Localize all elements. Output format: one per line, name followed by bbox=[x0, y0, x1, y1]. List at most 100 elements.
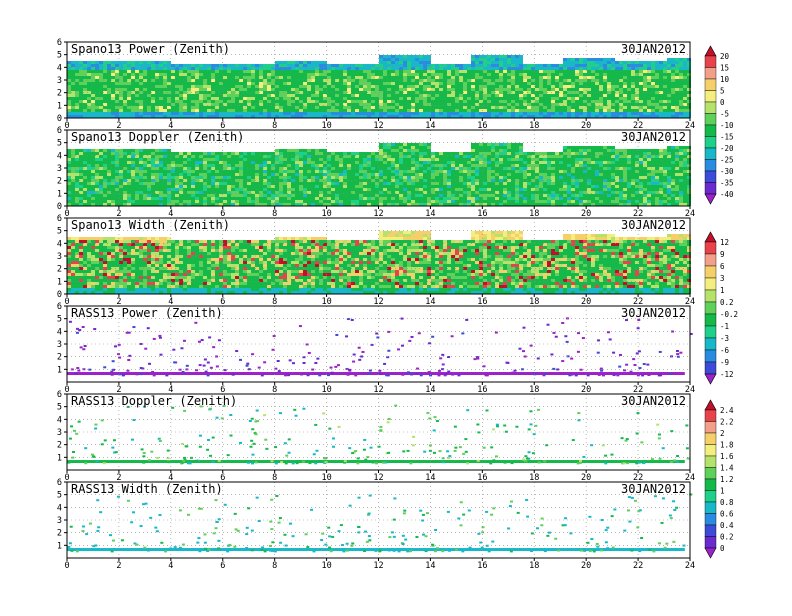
data-cell bbox=[411, 70, 415, 73]
data-cell bbox=[307, 109, 311, 112]
data-cell bbox=[683, 70, 687, 73]
data-cell bbox=[443, 158, 447, 161]
data-cell bbox=[295, 88, 299, 91]
data-cell bbox=[263, 85, 267, 88]
data-cell bbox=[499, 85, 503, 88]
data-cell bbox=[407, 185, 411, 188]
data-cell bbox=[279, 161, 283, 164]
data-cell bbox=[187, 161, 191, 164]
data-cell bbox=[647, 73, 651, 76]
data-cell bbox=[123, 167, 127, 170]
data-cell bbox=[167, 82, 171, 85]
data-cell bbox=[283, 149, 287, 152]
data-cell bbox=[635, 94, 639, 97]
data-cell bbox=[439, 152, 443, 155]
data-cell bbox=[251, 188, 255, 191]
data-cell bbox=[267, 64, 271, 67]
data-cell bbox=[299, 176, 303, 179]
data-cell bbox=[107, 73, 111, 76]
data-cell bbox=[339, 112, 343, 115]
data-cell bbox=[199, 109, 203, 112]
data-cell bbox=[215, 100, 219, 103]
data-cell bbox=[499, 76, 503, 79]
data-cell bbox=[351, 194, 355, 197]
data-cell bbox=[107, 167, 111, 170]
data-cell bbox=[71, 149, 75, 152]
data-cell bbox=[319, 100, 323, 103]
data-cell bbox=[571, 73, 575, 76]
data-cell bbox=[287, 158, 291, 161]
data-cell bbox=[243, 188, 247, 191]
data-cell bbox=[439, 197, 443, 200]
data-cell bbox=[547, 76, 551, 79]
data-cell bbox=[123, 112, 127, 115]
data-cell bbox=[71, 97, 75, 100]
data-cell bbox=[231, 164, 235, 167]
data-cell bbox=[367, 164, 371, 167]
data-cell bbox=[327, 161, 331, 164]
data-cell bbox=[379, 70, 383, 73]
data-cell bbox=[363, 173, 367, 176]
data-cell bbox=[283, 161, 287, 164]
data-cell bbox=[255, 152, 259, 155]
data-cell bbox=[379, 100, 383, 103]
data-cell bbox=[263, 73, 267, 76]
data-cell bbox=[191, 109, 195, 112]
data-cell bbox=[495, 97, 499, 100]
data-cell bbox=[307, 185, 311, 188]
data-cell bbox=[371, 188, 375, 191]
data-cell bbox=[119, 76, 123, 79]
data-cell bbox=[459, 182, 463, 185]
data-cell bbox=[611, 97, 615, 100]
data-cell bbox=[219, 85, 223, 88]
data-cell bbox=[283, 112, 287, 115]
data-cell bbox=[515, 76, 519, 79]
data-cell bbox=[299, 106, 303, 109]
data-cell bbox=[559, 64, 563, 67]
data-cell bbox=[587, 106, 591, 109]
data-cell bbox=[115, 176, 119, 179]
data-cell bbox=[311, 79, 315, 82]
data-cell bbox=[627, 106, 631, 109]
data-cell bbox=[615, 94, 619, 97]
data-cell bbox=[79, 94, 83, 97]
data-cell bbox=[395, 88, 399, 91]
data-cell bbox=[331, 85, 335, 88]
data-cell bbox=[619, 85, 623, 88]
data-cell bbox=[275, 149, 279, 152]
data-cell bbox=[387, 61, 391, 64]
data-cell bbox=[607, 64, 611, 67]
data-cell bbox=[415, 88, 419, 91]
data-cell bbox=[267, 152, 271, 155]
data-cell bbox=[127, 176, 131, 179]
data-cell bbox=[447, 109, 451, 112]
data-cell bbox=[115, 188, 119, 191]
data-cell bbox=[115, 185, 119, 188]
data-cell bbox=[103, 106, 107, 109]
data-cell bbox=[147, 200, 151, 203]
data-cell bbox=[187, 73, 191, 76]
data-cell bbox=[127, 97, 131, 100]
data-cell bbox=[387, 94, 391, 97]
data-cell bbox=[655, 64, 659, 67]
data-cell bbox=[155, 185, 159, 188]
data-cell bbox=[503, 97, 507, 100]
data-cell bbox=[427, 167, 431, 170]
data-cell bbox=[155, 152, 159, 155]
data-cell bbox=[391, 79, 395, 82]
data-cell bbox=[167, 64, 171, 67]
data-cell bbox=[303, 97, 307, 100]
data-cell bbox=[199, 152, 203, 155]
data-cell bbox=[327, 97, 331, 100]
data-cell bbox=[331, 82, 335, 85]
data-cell bbox=[551, 79, 555, 82]
data-cell bbox=[431, 185, 435, 188]
data-cell bbox=[127, 61, 131, 64]
data-cell bbox=[239, 82, 243, 85]
data-cell bbox=[143, 106, 147, 109]
data-cell bbox=[683, 88, 687, 91]
data-cell bbox=[439, 82, 443, 85]
data-cell bbox=[451, 64, 455, 67]
data-cell bbox=[287, 161, 291, 164]
data-cell bbox=[171, 112, 175, 115]
